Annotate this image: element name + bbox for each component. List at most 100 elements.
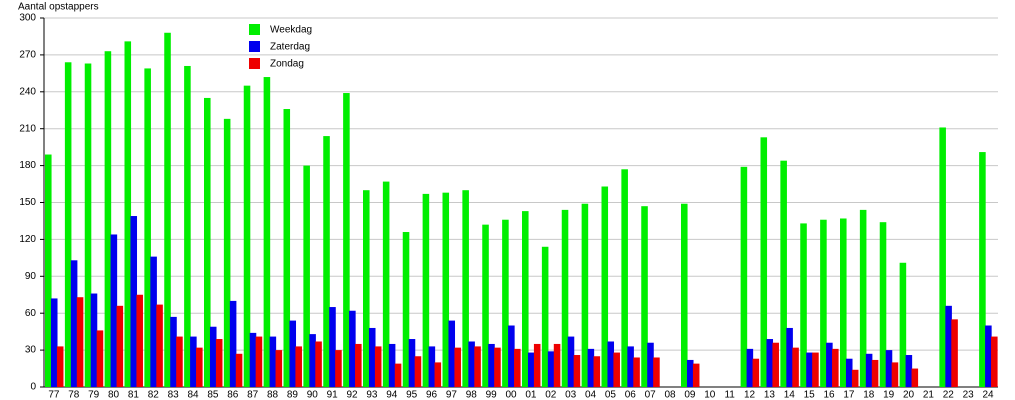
bar (363, 190, 370, 387)
y-axis-label: Aantal opstappers (18, 2, 99, 13)
bar (394, 363, 402, 387)
x-tick-label: 85 (207, 390, 219, 400)
bar (621, 169, 628, 387)
bar (45, 154, 52, 387)
bar (448, 320, 456, 387)
bar (587, 348, 595, 387)
bar (329, 307, 336, 387)
bar (533, 343, 541, 387)
bar (573, 355, 581, 387)
bar (686, 359, 694, 387)
bar (561, 209, 569, 387)
bar (136, 294, 143, 387)
y-tick-label: 210 (19, 123, 36, 134)
x-tick-label: 08 (665, 390, 677, 400)
bar (945, 305, 952, 387)
y-tick-label: 60 (25, 308, 37, 319)
bar (641, 206, 648, 387)
bar (474, 346, 481, 387)
x-tick-label: 22 (943, 390, 955, 400)
bar (116, 305, 124, 387)
x-tick-label: 87 (247, 390, 259, 400)
bar (275, 350, 283, 387)
x-tick-label: 06 (625, 390, 637, 400)
x-tick-label: 80 (108, 390, 120, 400)
bar (812, 352, 819, 387)
bar (343, 93, 350, 387)
bar (792, 347, 799, 387)
bar (176, 336, 183, 387)
bar (229, 300, 237, 387)
bar (104, 51, 112, 388)
bar (414, 356, 422, 387)
bar (249, 332, 257, 387)
bar (90, 293, 98, 387)
bar (454, 347, 461, 387)
bar (692, 363, 700, 387)
bar (303, 165, 310, 387)
bar (879, 222, 887, 387)
legend-label: Zaterdag (270, 42, 310, 53)
bar (607, 341, 615, 387)
x-tick-label: 16 (824, 390, 836, 400)
bar (859, 209, 867, 387)
x-tick-label: 20 (903, 390, 915, 400)
bar (315, 341, 322, 387)
legend-swatch (249, 24, 260, 35)
bar (215, 339, 223, 387)
bar (865, 353, 873, 387)
bar (800, 223, 807, 387)
x-tick-label: 93 (366, 390, 378, 400)
bar (488, 343, 495, 387)
bar (442, 192, 450, 387)
legend-swatch (249, 41, 260, 52)
bar (752, 358, 760, 387)
bar (653, 357, 660, 387)
x-tick-label: 83 (168, 390, 180, 400)
bar (851, 369, 859, 387)
x-tick-label: 04 (585, 390, 597, 400)
bar (295, 346, 302, 387)
bar (840, 218, 847, 387)
bar (826, 342, 833, 387)
bar (482, 224, 489, 387)
bar (681, 203, 688, 387)
bar (462, 190, 469, 387)
x-tick-label: 23 (963, 390, 975, 400)
legend-swatch (249, 58, 260, 69)
bar (939, 127, 946, 387)
bar (144, 68, 151, 388)
bar (263, 77, 271, 387)
bar (70, 260, 78, 387)
bar (64, 62, 72, 387)
x-tick-label: 07 (645, 390, 657, 400)
bar (553, 343, 561, 387)
x-tick-label: 11 (724, 390, 735, 400)
bar (96, 330, 104, 387)
bar (547, 351, 555, 387)
x-tick-label: 01 (525, 390, 537, 400)
bar (985, 325, 992, 387)
x-tick-label: 15 (804, 390, 816, 400)
bar (613, 352, 620, 387)
x-tick-label: 90 (307, 390, 319, 400)
bar (204, 97, 211, 387)
bar (289, 320, 297, 387)
bar (190, 336, 197, 387)
legend-label: Weekdag (270, 25, 312, 36)
bar (740, 166, 748, 387)
bar (196, 347, 203, 387)
x-tick-label: 86 (227, 390, 239, 400)
x-tick-label: 92 (347, 390, 359, 400)
bar (527, 352, 535, 387)
bar (494, 347, 501, 387)
bar (885, 350, 893, 387)
y-tick-label: 240 (19, 86, 36, 97)
bar (243, 85, 251, 388)
bar (235, 353, 243, 387)
y-tick-label: 270 (19, 50, 36, 61)
x-tick-label: 99 (486, 390, 498, 400)
bar (979, 152, 986, 387)
bar (593, 356, 601, 387)
